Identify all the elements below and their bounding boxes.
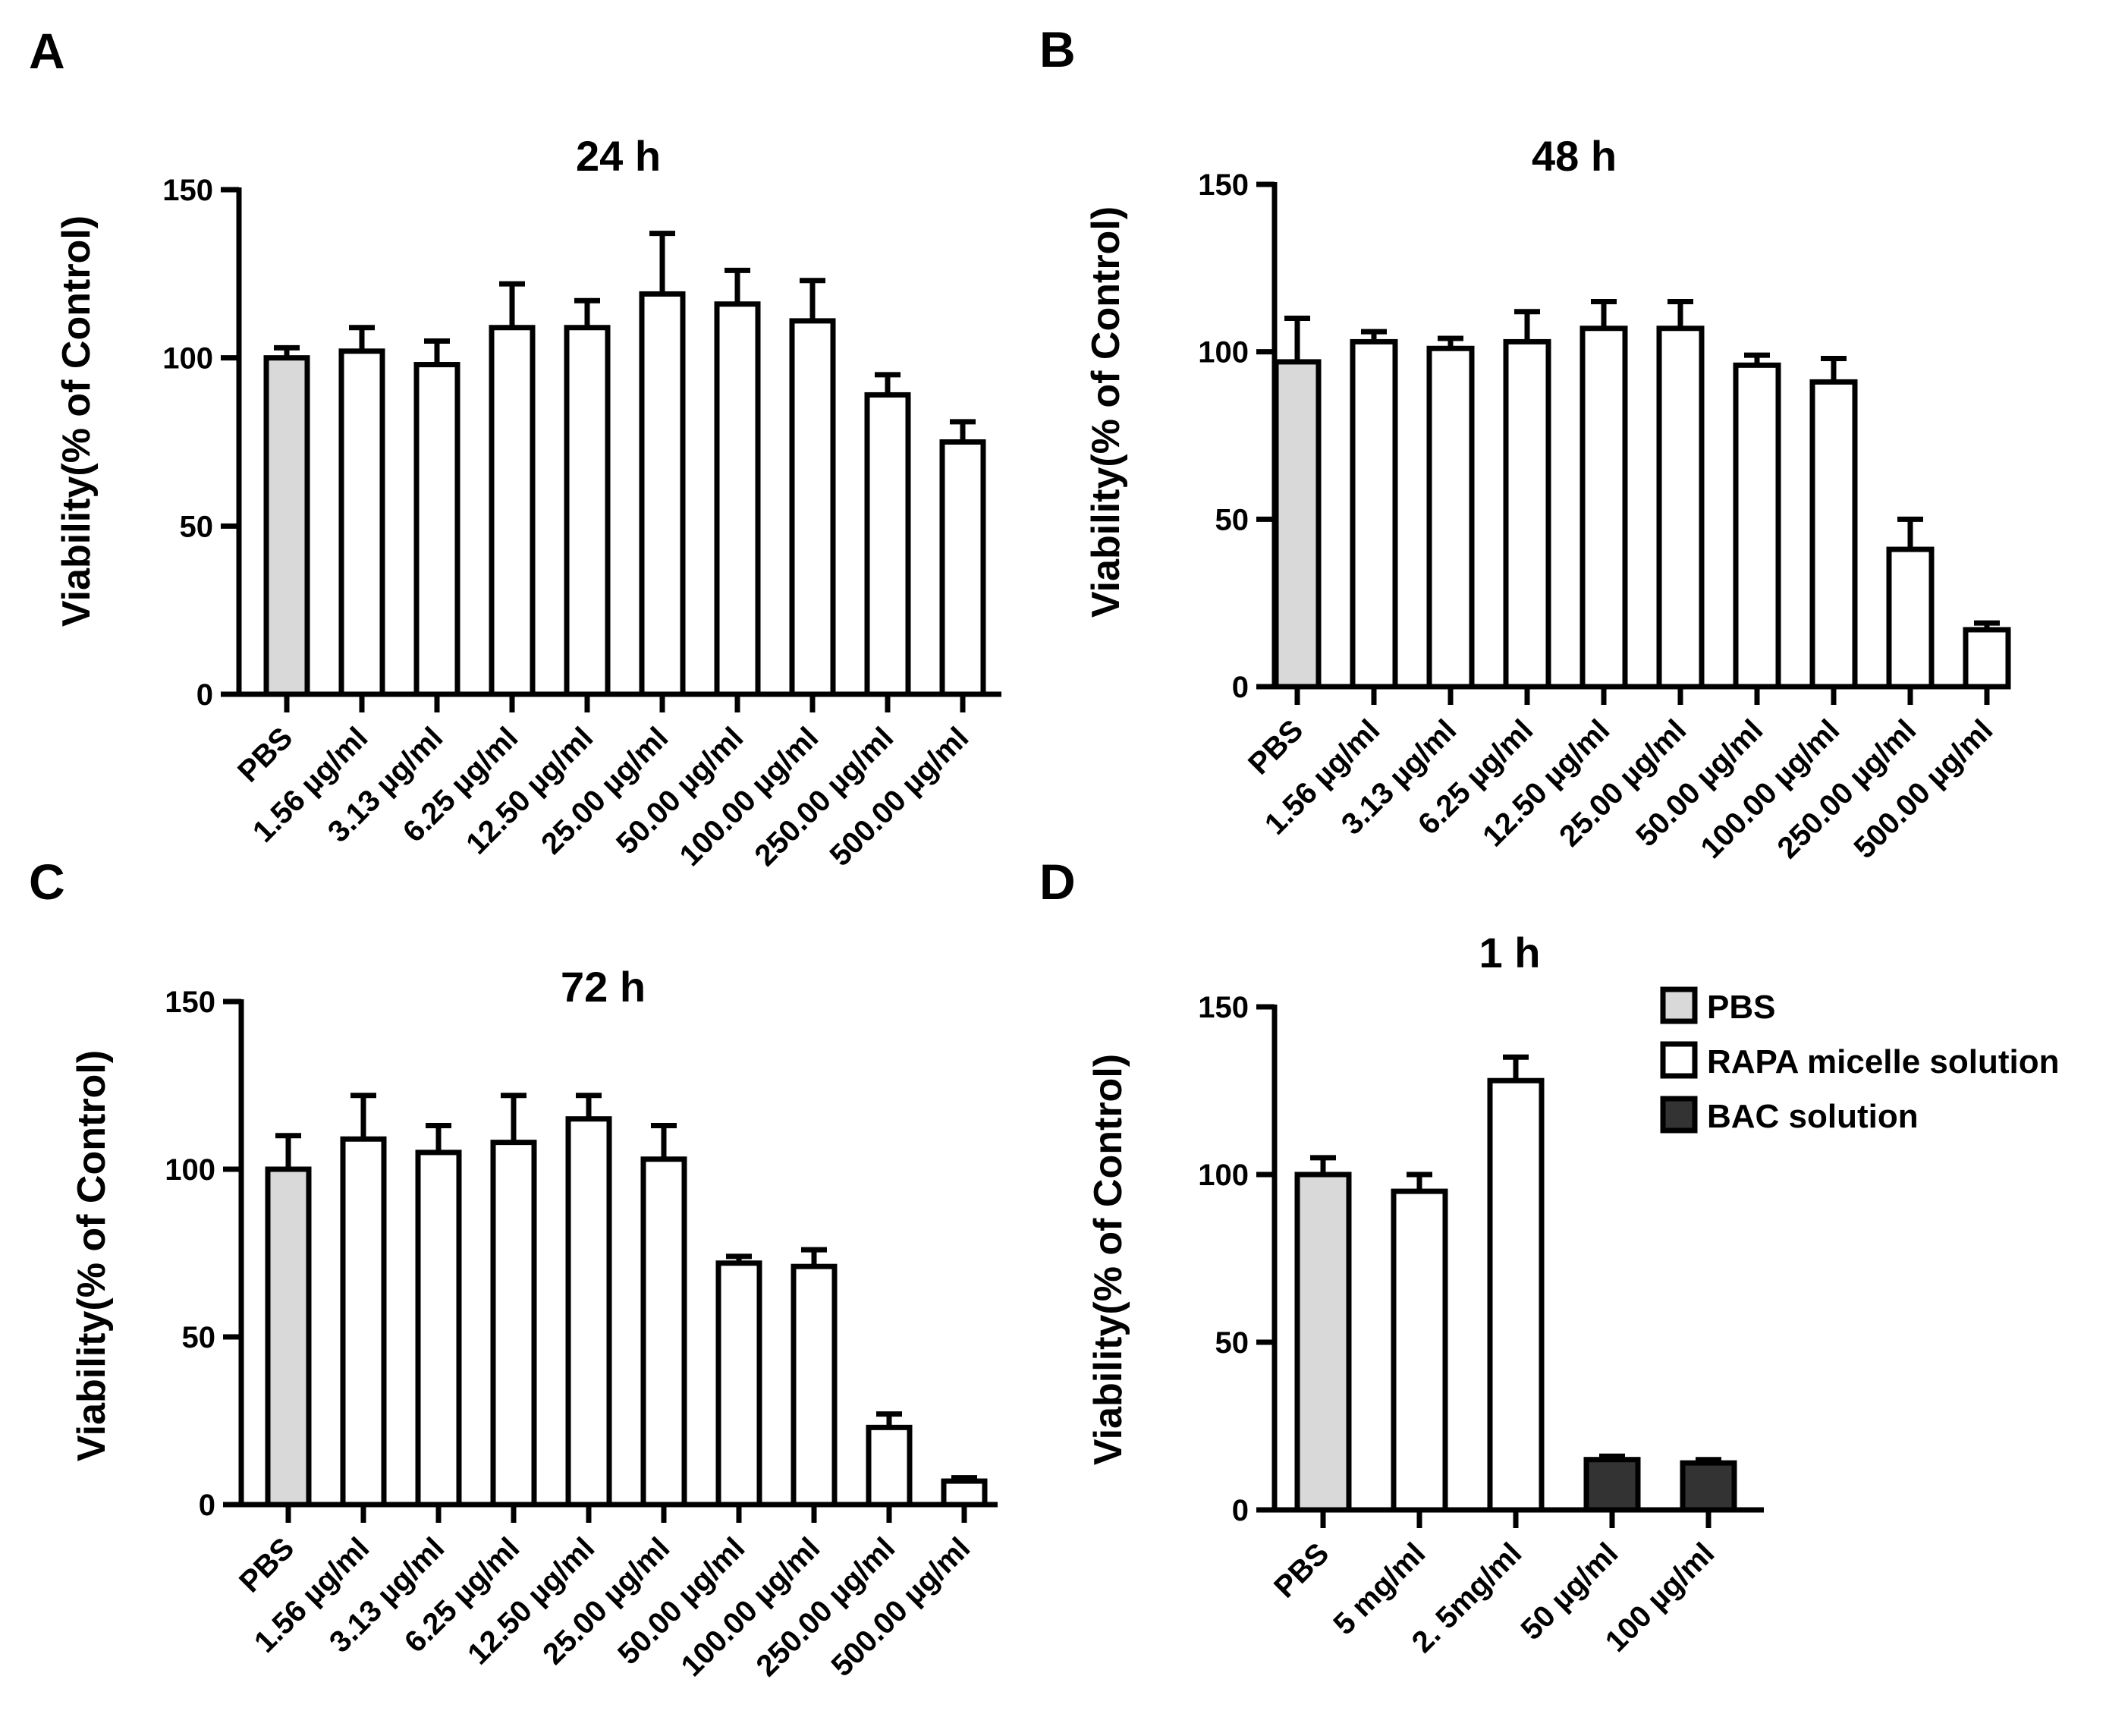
bar [415, 1149, 462, 1508]
bar [413, 362, 460, 697]
bar [263, 355, 310, 697]
bar [789, 318, 836, 697]
legend: PBS RAPA micelle solution BAC solution [1660, 986, 2060, 1135]
bar [338, 348, 385, 697]
bar [715, 1260, 762, 1508]
y-tick-label: 100 [1198, 336, 1249, 370]
bar [265, 1166, 312, 1508]
bar [864, 392, 911, 697]
legend-label: RAPA micelle solution [1707, 1043, 2060, 1080]
y-tick-label: 50 [1215, 503, 1249, 536]
panel-letter: C [29, 854, 65, 910]
y-tick-label: 100 [162, 342, 213, 376]
bar [1680, 1460, 1737, 1513]
y-tick-label: 50 [182, 1321, 216, 1354]
bar [1733, 362, 1781, 690]
bar [564, 325, 611, 697]
y-tick-label: 50 [1215, 1326, 1249, 1360]
bar [565, 1116, 612, 1508]
bar [941, 1478, 988, 1508]
panel-letter: B [1039, 21, 1076, 77]
y-tick-label: 0 [199, 1489, 215, 1522]
bar [1886, 546, 1935, 690]
x-tick-label: PBS [231, 721, 299, 788]
chart-title: 48 h [1532, 132, 1617, 180]
y-axis-label: Viability(% of Control) [70, 1050, 114, 1461]
chart-panel-b: B 48 h Viability(% of Control) 0 50 100 150 PBS… [1039, 21, 2011, 865]
x-tick-label: PBS [1268, 1536, 1335, 1604]
chart-title: 24 h [576, 132, 661, 180]
legend-swatch [1660, 986, 1698, 1024]
bar [1583, 1457, 1641, 1513]
y-tick-label: 150 [165, 986, 215, 1019]
y-axis-label: Viability(% of Control) [55, 215, 99, 627]
bar [866, 1424, 913, 1508]
bar [340, 1136, 387, 1508]
y-tick-label: 0 [1232, 671, 1249, 704]
bar [1391, 1188, 1448, 1513]
bar [1809, 379, 1858, 690]
y-axis-label: Viability(% of Control) [1086, 1054, 1130, 1465]
bar [1656, 326, 1705, 690]
chart-panel-c: C 72 h Viability(% of Control) 0 50 100 150 PBS… [29, 854, 998, 1683]
bar [1294, 1171, 1352, 1513]
bar [1579, 326, 1628, 690]
bar [639, 291, 686, 697]
bar [714, 301, 761, 697]
legend-swatch [1660, 1096, 1698, 1134]
bar [1503, 338, 1551, 690]
bar [1963, 627, 2011, 690]
bar [489, 325, 536, 697]
chart-title: 72 h [561, 963, 646, 1011]
bar [490, 1140, 537, 1508]
chart-title: 1 h [1479, 929, 1541, 976]
y-tick-label: 50 [180, 510, 214, 543]
panel-letter: A [29, 23, 65, 79]
bar [640, 1156, 687, 1508]
chart-panel-a: A 24 h Viability(% of Control) 0 50 100 150 PBS… [29, 23, 1001, 873]
bar [939, 439, 986, 697]
panel-letter: D [1039, 854, 1076, 910]
y-tick-label: 150 [1198, 168, 1249, 202]
y-tick-label: 0 [196, 678, 213, 712]
y-tick-label: 150 [1198, 991, 1249, 1024]
legend-swatch [1660, 1041, 1698, 1079]
bar [791, 1263, 838, 1508]
y-tick-label: 100 [165, 1153, 215, 1187]
y-tick-label: 100 [1198, 1159, 1249, 1192]
x-tick-label: PBS [1242, 713, 1309, 781]
y-axis-label: Viability(% of Control) [1084, 206, 1128, 618]
legend-label: PBS [1707, 989, 1775, 1026]
bar [1487, 1077, 1545, 1513]
legend-label: BAC solution [1707, 1098, 1919, 1135]
y-tick-label: 150 [162, 174, 213, 207]
y-tick-label: 0 [1232, 1494, 1249, 1527]
bar [1273, 359, 1322, 690]
bar [1426, 345, 1475, 690]
x-tick-label: PBS [233, 1531, 300, 1599]
bar [1350, 338, 1398, 690]
